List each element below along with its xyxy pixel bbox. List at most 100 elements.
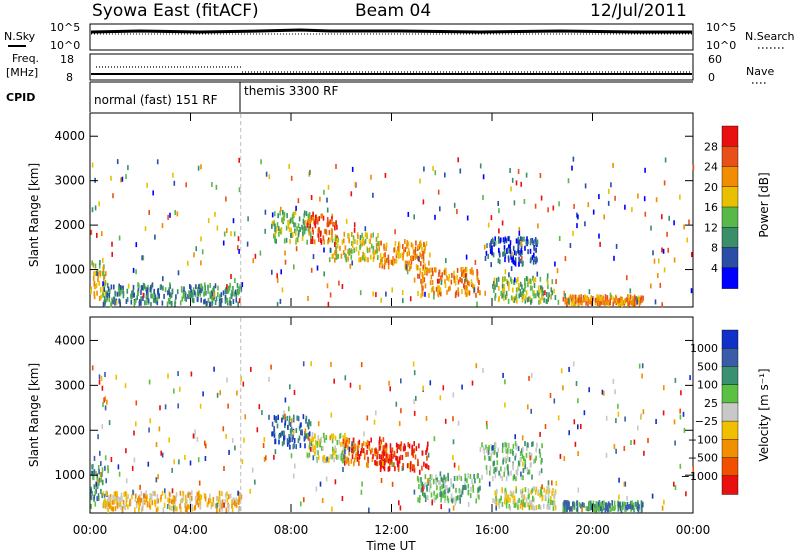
colorbar-tick-label: −25 [695,415,718,428]
range-cell [623,298,626,304]
range-cell [469,268,472,274]
range-cell [437,289,439,295]
range-cell [366,415,369,421]
range-cell [507,470,509,476]
range-cell [222,426,225,432]
range-cell [113,499,116,505]
range-cell [512,465,514,471]
range-cell [411,243,414,249]
range-cell [515,180,518,186]
range-cell [226,300,229,306]
range-cell [502,459,504,465]
range-cell [415,240,417,246]
range-cell [583,297,586,303]
range-cell [254,479,256,485]
range-cell [465,284,468,290]
range-cell [327,184,330,190]
range-cell [517,504,519,510]
range-cell [323,454,326,460]
range-cell [422,285,424,291]
range-cell [490,452,493,458]
range-cell [624,416,626,422]
range-cell [375,242,378,248]
range-cell [232,299,235,304]
range-cell [138,495,140,501]
range-cell [97,482,99,488]
range-cell [429,267,432,273]
range-cell [502,372,504,378]
range-cell [514,261,517,267]
range-cell [238,289,240,295]
range-cell [104,299,106,305]
range-cell [179,490,182,496]
range-cell [523,199,526,204]
range-cell [293,414,295,420]
range-cell [226,377,228,383]
range-cell [487,253,489,259]
range-cell [422,258,425,264]
range-cell [515,250,517,256]
range-cell [181,296,183,302]
range-cell [232,218,235,224]
range-cell [148,210,150,215]
range-cell [349,263,352,269]
range-cell [290,175,293,181]
range-cell [97,495,100,501]
range-cell [146,494,148,500]
range-cell [514,440,517,446]
range-cell [191,506,193,512]
range-cell [692,164,695,170]
range-cell [652,250,654,256]
range-cell [111,241,113,247]
range-cell [409,296,412,302]
range-cell [344,252,346,258]
range-cell [355,246,358,252]
power-data-points [90,156,695,308]
range-cell [602,295,604,301]
range-cell [197,290,199,296]
range-cell [332,433,335,439]
range-cell [311,214,314,220]
range-cell [507,236,510,242]
range-cell [306,239,308,245]
range-cell [288,406,290,412]
range-cell [147,292,149,298]
range-cell [528,469,531,475]
range-cell [413,370,416,376]
range-cell [140,296,142,302]
range-cell [170,301,173,307]
range-cell [334,479,337,485]
range-cell [539,504,542,510]
range-cell [497,258,500,264]
range-cell [508,272,510,278]
range-cell [329,292,332,298]
range-cell [168,287,170,293]
range-cell [396,448,398,454]
range-cell [539,276,542,282]
range-cell [153,288,155,294]
range-cell [547,207,549,213]
range-cell [102,286,104,292]
range-cell [456,209,458,214]
range-cell [539,489,542,495]
range-cell [380,478,383,483]
range-cell [540,491,543,497]
range-cell [220,292,223,298]
range-cell [440,476,443,482]
range-cell [317,450,319,456]
range-cell [428,293,430,299]
range-cell [525,497,528,503]
range-cell [409,463,411,469]
range-cell [424,492,426,498]
range-cell [312,211,314,217]
range-cell [121,496,123,502]
range-cell [544,424,547,429]
range-cell [533,293,535,299]
range-cell [343,238,345,244]
range-cell [538,290,541,296]
range-cell [576,212,578,218]
cpid-mode-themis: themis 3300 RF [244,84,338,98]
range-cell [184,295,186,301]
range-cell [135,400,138,406]
